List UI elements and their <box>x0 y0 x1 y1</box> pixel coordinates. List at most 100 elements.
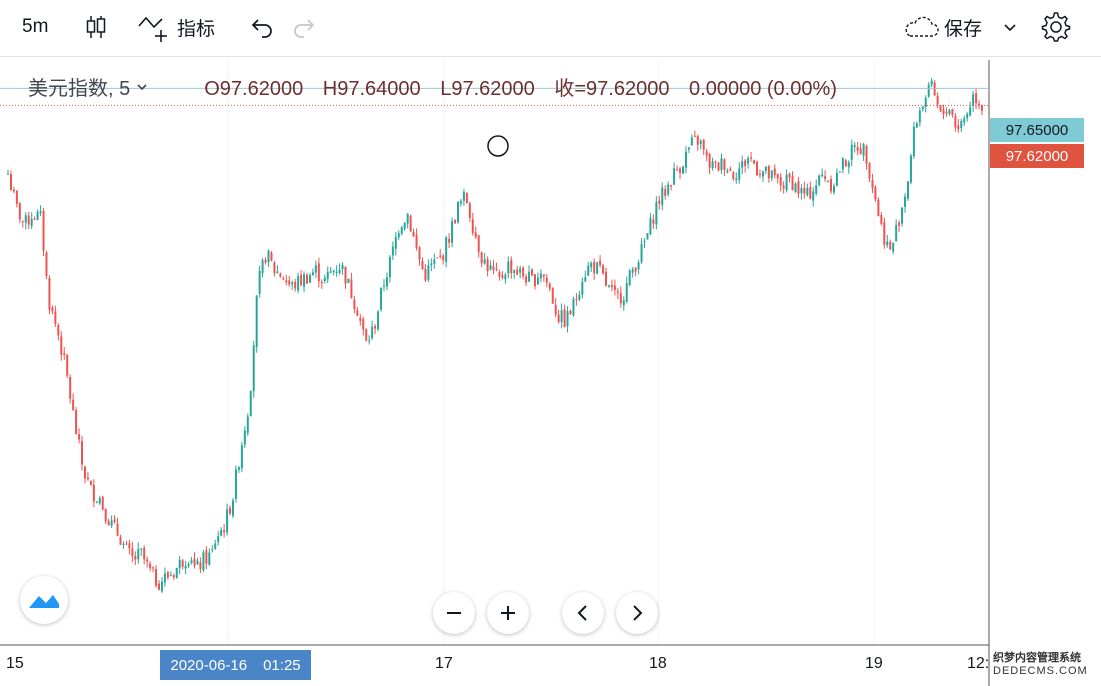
candle-body <box>226 509 229 533</box>
indicators-button[interactable]: 指标 <box>137 12 215 42</box>
candle-body <box>353 299 356 310</box>
scroll-left-button[interactable] <box>562 592 604 634</box>
save-button[interactable]: 保存 <box>902 12 982 42</box>
candle-body <box>643 241 646 243</box>
candle-body <box>155 569 158 586</box>
indicators-label: 指标 <box>177 18 216 40</box>
candle-body <box>66 354 69 376</box>
candle-body <box>904 196 907 207</box>
candle-body <box>679 168 682 173</box>
candle-body <box>86 477 89 480</box>
candle-body <box>912 126 915 157</box>
candle-body <box>581 282 584 295</box>
candle-body <box>468 203 471 219</box>
candle-body <box>741 161 744 168</box>
undo-button[interactable] <box>250 12 274 42</box>
candle-body <box>850 144 853 160</box>
candle-body <box>584 277 587 282</box>
brand-logo[interactable] <box>20 576 68 624</box>
chevron-down-icon[interactable] <box>136 82 148 92</box>
candle-body <box>445 237 448 262</box>
save-menu-button[interactable] <box>1003 12 1017 42</box>
candle-body <box>750 157 753 159</box>
candle-body <box>859 148 862 155</box>
crosshair-time: 01:25 <box>263 656 301 674</box>
candle-body <box>906 181 909 199</box>
candle-body <box>202 552 205 571</box>
candle-body <box>208 552 211 565</box>
candle-body <box>288 280 291 285</box>
candle-body <box>531 269 534 276</box>
candle-body <box>628 270 631 286</box>
candle-body <box>764 166 767 171</box>
candle-body <box>572 299 575 316</box>
candle-body <box>388 256 391 278</box>
undo-icon <box>251 19 272 38</box>
candle-body <box>569 310 572 315</box>
candle-body <box>7 173 9 175</box>
candle-body <box>927 84 930 97</box>
crosshair-price-label: 97.65000 <box>990 118 1084 142</box>
candle-body <box>806 187 809 196</box>
candle-body <box>785 174 788 191</box>
candle-body <box>338 269 341 274</box>
candle-body <box>519 268 522 273</box>
candle-body <box>637 262 640 270</box>
chart-legend: 美元指数, 5 O97.62000 H97.64000 L97.62000 收=… <box>28 72 851 101</box>
toolbar-divider <box>0 56 1101 57</box>
candle-body <box>300 274 303 286</box>
candle-body <box>619 292 622 304</box>
candle-body <box>877 199 880 217</box>
low-value: L97.62000 <box>440 78 535 100</box>
candle-body <box>972 94 975 106</box>
zoom-out-button[interactable] <box>433 592 475 634</box>
candle-body <box>119 537 122 545</box>
candle-body <box>921 106 924 110</box>
candle-body <box>89 480 92 486</box>
candle-body <box>684 151 687 168</box>
candle-body <box>412 232 415 237</box>
scroll-right-button[interactable] <box>616 592 658 634</box>
candle-body <box>33 218 36 220</box>
candle-body <box>359 317 362 321</box>
candle-body <box>658 200 661 204</box>
interval-button[interactable]: 5m <box>22 12 48 42</box>
candle-body <box>51 307 54 312</box>
candle-body <box>128 543 131 549</box>
redo-icon <box>294 19 315 38</box>
candle-body <box>856 147 859 151</box>
candle-body <box>646 233 649 240</box>
candle-body <box>279 273 282 277</box>
candle-body <box>510 259 513 274</box>
candle-body <box>649 218 652 235</box>
symbol-title[interactable]: 美元指数, 5 <box>28 78 131 100</box>
candle-body <box>276 271 279 274</box>
candle-body <box>776 173 779 179</box>
candle-body <box>711 161 714 169</box>
interval-label: 5m <box>22 16 49 37</box>
candle-body <box>172 575 175 578</box>
candle-body <box>593 261 596 274</box>
candle-body <box>708 153 711 168</box>
candle-body <box>667 184 670 195</box>
candle-body <box>513 270 516 273</box>
candle-body <box>371 326 374 339</box>
redo-button[interactable] <box>292 12 316 42</box>
candle-body <box>362 318 365 330</box>
minus-icon <box>447 612 461 614</box>
zoom-in-button[interactable] <box>487 592 529 634</box>
grid <box>227 60 875 645</box>
candle-body <box>246 416 249 433</box>
candle-body <box>767 166 770 179</box>
candle-body <box>229 507 232 514</box>
settings-button[interactable] <box>1040 12 1072 42</box>
candle-body <box>380 287 383 310</box>
candle-body <box>451 221 454 243</box>
candle-body <box>865 146 868 164</box>
candle-body <box>125 543 128 545</box>
candle-body <box>844 160 847 166</box>
candle-body <box>522 267 525 277</box>
candle-body <box>758 174 761 176</box>
chart-type-button[interactable] <box>84 12 108 42</box>
